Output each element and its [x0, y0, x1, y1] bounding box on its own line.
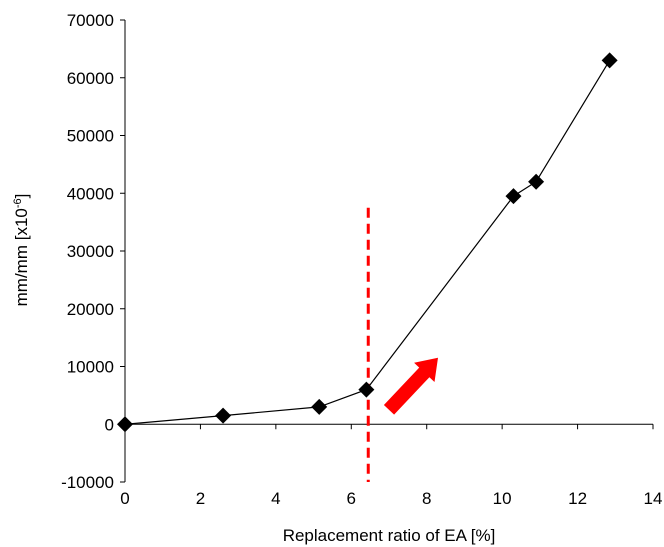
x-tick-label: 8: [422, 489, 431, 508]
series: [117, 52, 618, 433]
y-tick-label: 40000: [67, 184, 114, 203]
y-tick-label: 0: [105, 415, 114, 434]
data-point-diamond: [601, 52, 618, 69]
y-tick-label: 70000: [67, 11, 114, 30]
x-tick-label: 10: [493, 489, 512, 508]
y-tick-label: 20000: [67, 300, 114, 319]
plot-frame: [124, 20, 653, 482]
x-tick-label: 2: [196, 489, 205, 508]
y-tick-label: 30000: [67, 242, 114, 261]
y-axis-title: mm/mm [x10-6]: [12, 194, 31, 307]
trend-arrow: [383, 357, 438, 415]
data-point-diamond: [505, 188, 522, 205]
data-point-diamond: [311, 398, 328, 415]
x-tick-label: 0: [120, 489, 129, 508]
annotations: [366, 207, 438, 482]
x-tick-label: 4: [271, 489, 280, 508]
x-tick-label: 6: [347, 489, 356, 508]
y-tick-label: 50000: [67, 127, 114, 146]
data-point-diamond: [215, 407, 232, 424]
x-tick-label: 14: [644, 489, 663, 508]
y-axis-title-base: mm/mm [x10: [12, 208, 31, 306]
y-tick-label: 60000: [67, 69, 114, 88]
y-tick-label: -10000: [61, 473, 114, 492]
y-axis-title-exponent: -6: [12, 198, 24, 208]
ticks: -10000 0 10000 20000 30000 40000 50000 60000 700…: [61, 11, 662, 508]
x-axis-title: Replacement ratio of EA [%]: [283, 526, 496, 545]
x-tick-label: 12: [568, 489, 587, 508]
y-tick-label: 10000: [67, 358, 114, 377]
data-point-diamond: [358, 381, 375, 398]
y-axis-title-close: ]: [12, 194, 31, 199]
data-point-diamond: [528, 173, 545, 190]
